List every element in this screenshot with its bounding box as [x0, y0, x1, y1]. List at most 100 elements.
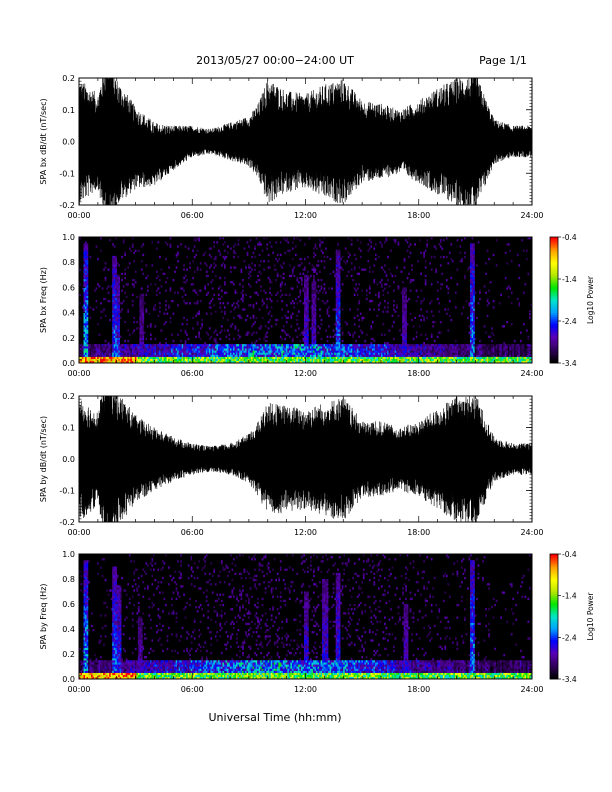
spectrogram-cell	[439, 346, 442, 349]
spectrogram-cell	[248, 304, 250, 307]
spectrogram-cell	[420, 346, 422, 349]
spectrogram-cell	[379, 346, 382, 349]
spectrogram-cell	[442, 348, 445, 351]
spectrogram-cell	[518, 358, 521, 362]
spectrogram-cell	[473, 316, 475, 320]
spectrogram-cell	[115, 276, 117, 280]
spectrogram-cell	[242, 285, 244, 288]
spectrogram-cell	[482, 358, 484, 362]
spectrogram-cell	[112, 274, 114, 278]
spectrogram-cell	[424, 266, 427, 269]
spectrogram-cell	[83, 302, 86, 305]
spectrogram-cell	[314, 243, 317, 246]
spectrogram-cell	[427, 350, 430, 353]
spectrogram-cell	[242, 293, 244, 296]
spectrogram-cell	[149, 360, 152, 364]
spectrogram-cell	[414, 346, 416, 349]
spectrogram-cell	[213, 245, 216, 248]
spectrogram-cell	[107, 300, 110, 303]
spectrogram-cell	[405, 337, 407, 341]
spectrogram-cell	[199, 348, 202, 351]
spectrogram-cell	[305, 346, 308, 349]
spectrogram-cell	[222, 350, 225, 353]
spectrogram-cell	[403, 356, 406, 359]
spectrogram-cell	[139, 356, 142, 359]
spectrogram-cell	[82, 360, 84, 364]
spectrogram-cell	[350, 348, 353, 351]
spectrogram-cell	[248, 344, 250, 347]
spectrogram-cell	[470, 316, 472, 320]
spectrogram-cell	[403, 333, 406, 336]
spectrogram-cell	[326, 310, 329, 313]
spectrogram-cell	[278, 346, 281, 349]
spectrogram-cell	[220, 310, 223, 313]
spectrogram-cell	[133, 251, 136, 254]
spectrogram-cell	[340, 348, 342, 351]
spectrogram-cell	[145, 354, 148, 357]
spectrogram-cell	[177, 253, 179, 257]
spectrogram-cell	[242, 360, 244, 364]
spectrogram-cell	[231, 354, 234, 357]
spectrogram-cell	[458, 348, 460, 351]
spectrogram-cell	[213, 262, 216, 265]
spectrogram-cell	[492, 333, 495, 336]
spectrogram-cell	[109, 239, 111, 242]
spectrogram-cell	[328, 314, 330, 317]
spectrogram-cell	[208, 350, 211, 353]
spectrogram-cell	[202, 344, 205, 347]
spectrogram-cell	[317, 350, 320, 353]
spectrogram-cell	[429, 358, 432, 362]
spectrogram-cell	[337, 281, 339, 284]
spectrogram-cell	[387, 346, 389, 349]
spectrogram-cell	[255, 302, 258, 305]
spectrogram-cell	[196, 266, 199, 269]
spectrogram-cell	[384, 352, 386, 355]
spectrogram-cell	[100, 352, 102, 355]
spectrogram-cell	[396, 266, 398, 269]
spectrogram-cell	[303, 348, 306, 351]
spectrogram-cell	[473, 281, 475, 284]
spectrogram-cell	[131, 346, 134, 349]
spectrogram-cell	[299, 239, 302, 242]
spectrogram-cell	[335, 295, 338, 299]
spectrogram-cell	[216, 358, 219, 362]
spectrogram-cell	[83, 331, 86, 334]
spectrogram-cell	[146, 360, 149, 364]
spectrogram-cell	[317, 354, 320, 357]
spectrogram-cell	[293, 348, 296, 351]
spectrogram-cell	[441, 344, 444, 347]
spectrogram-cell	[230, 358, 232, 362]
spectrogram-cell	[464, 356, 466, 359]
x-tick-label: 06:00	[181, 211, 204, 220]
spectrogram-cell	[86, 264, 89, 267]
spectrogram-cell	[376, 348, 379, 351]
spectrogram-cell	[85, 321, 87, 324]
spectrogram-cell	[160, 268, 163, 271]
spectrogram-cell	[506, 346, 509, 349]
spectrogram-cell	[405, 325, 407, 328]
spectrogram-cell	[409, 358, 412, 362]
spectrogram-cell	[346, 260, 348, 263]
spectrogram-cell	[251, 325, 253, 328]
spectrogram-cell	[420, 251, 422, 254]
spectrogram-cell	[240, 270, 243, 273]
spectrogram-cell	[506, 350, 509, 353]
spectrogram-cell	[267, 312, 270, 315]
spectrogram-cell	[393, 321, 395, 324]
spectrogram-cell	[95, 356, 98, 359]
spectrogram-cell	[364, 354, 367, 357]
spectrogram-cell	[83, 276, 86, 280]
spectrogram-cell	[249, 266, 252, 269]
spectrogram-cell	[338, 323, 341, 326]
spectrogram-cell	[140, 300, 143, 303]
spectrogram-cell	[112, 260, 114, 263]
spectrogram-cell	[275, 348, 278, 351]
spectrogram-cell	[270, 360, 273, 364]
spectrogram-cell	[112, 339, 114, 343]
spectrogram-cell	[258, 358, 261, 362]
spectrogram-cell	[186, 356, 188, 359]
spectrogram-cell	[340, 358, 342, 362]
spectrogram-cell	[424, 358, 427, 362]
spectrogram-cell	[296, 350, 299, 353]
spectrogram-cell	[142, 348, 145, 351]
